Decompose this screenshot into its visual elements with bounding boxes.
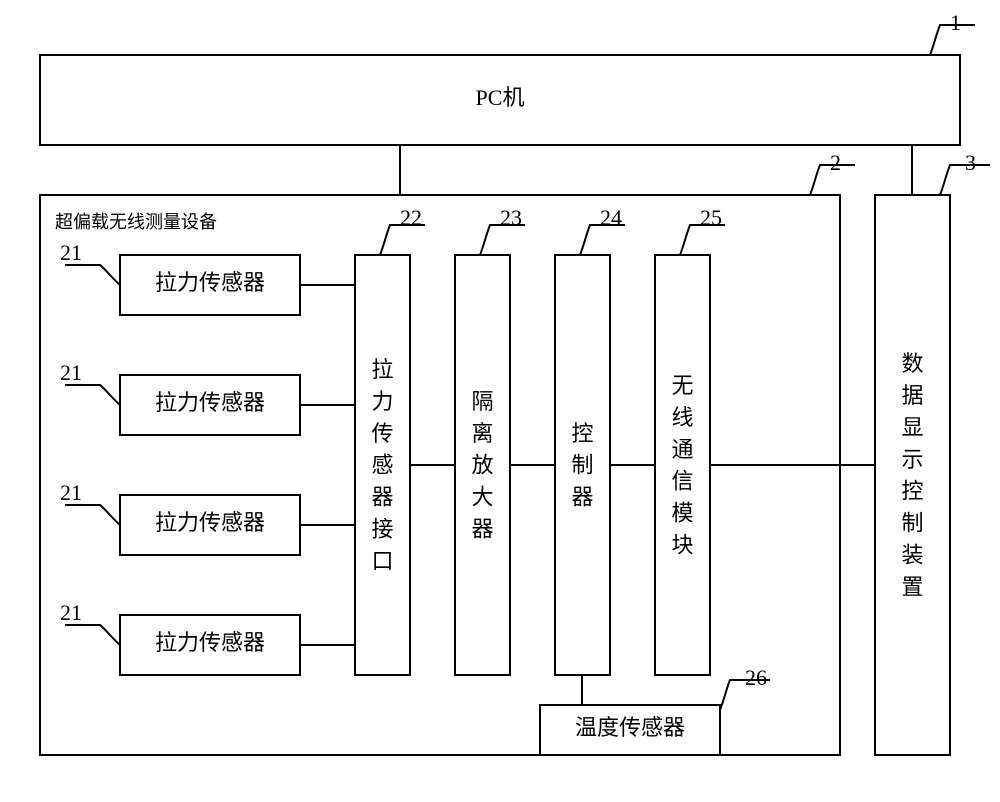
sensor-3-num: 21: [60, 600, 82, 625]
sensor-2-num: 21: [60, 480, 82, 505]
controller-label: 控制器: [571, 421, 593, 510]
device-num: 2: [830, 150, 841, 175]
sensor-0-num: 21: [60, 240, 82, 265]
display-box: [875, 195, 950, 755]
system-block-diagram: PC机 1 超偏载无线测量设备 2 拉力传感器 21 拉力传感器 21 拉力传感器 21 拉力传感器…: [0, 0, 1000, 802]
controller-num: 24: [600, 205, 622, 230]
wireless-num: 25: [700, 205, 722, 230]
wireless-label: 无线通信模块: [671, 373, 693, 558]
amplifier-num: 23: [500, 205, 522, 230]
device-title: 超偏载无线测量设备: [55, 212, 217, 232]
temp-label: 温度传感器: [575, 715, 685, 740]
interface-num: 22: [400, 205, 422, 230]
pc-num: 1: [950, 10, 961, 35]
sensor-label-1: 拉力传感器: [155, 390, 265, 415]
sensor-0-leader: [65, 265, 120, 285]
sensor-label-2: 拉力传感器: [155, 510, 265, 535]
sensor-label-0: 拉力传感器: [155, 270, 265, 295]
sensor-3-leader: [65, 625, 120, 645]
sensor-label-3: 拉力传感器: [155, 630, 265, 655]
temp-num: 26: [745, 665, 767, 690]
sensor-1-leader: [65, 385, 120, 405]
display-num: 3: [965, 150, 976, 175]
wireless-box: [655, 255, 710, 675]
pc-label: PC机: [476, 85, 525, 110]
sensor-2-leader: [65, 505, 120, 525]
amplifier-label: 隔离放大器: [471, 389, 493, 542]
interface-label: 拉力传感器接口: [371, 357, 393, 573]
sensor-1-num: 21: [60, 360, 82, 385]
display-label: 数据显示控制装置: [901, 351, 923, 599]
